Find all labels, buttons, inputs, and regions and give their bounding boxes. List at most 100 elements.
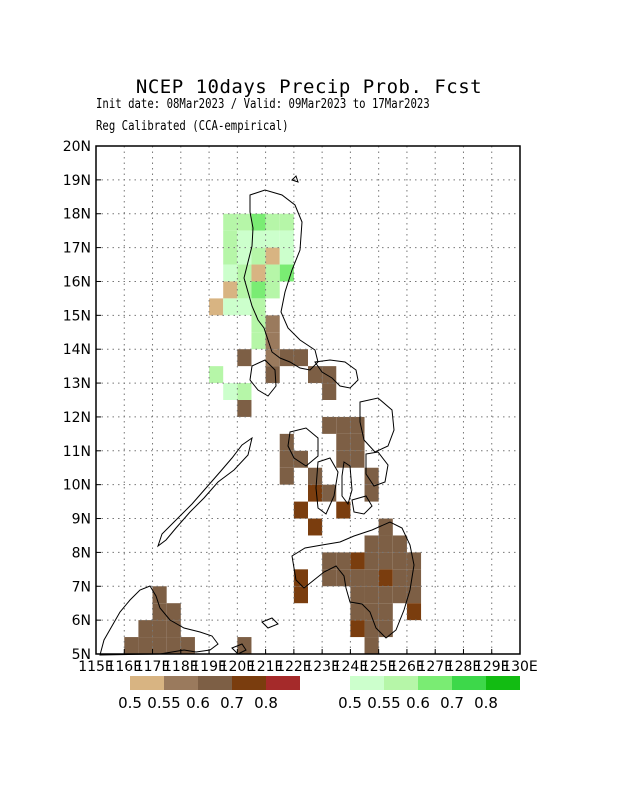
lon-tick-label: 130E [502, 659, 538, 675]
coastline [99, 175, 415, 656]
prob-cell [279, 433, 294, 451]
wet-legend-swatch [350, 676, 384, 690]
lat-tick-label: 18N [63, 207, 91, 223]
samar-coastline [359, 397, 395, 453]
map-frame [95, 145, 521, 655]
lat-tick-label: 16N [63, 274, 91, 290]
wet-legend-label: 0.7 [440, 694, 464, 712]
dry-legend-label: 0.55 [147, 694, 180, 712]
prob-cell [364, 569, 379, 587]
prob-cell [378, 586, 393, 604]
wet-legend-swatch [452, 676, 486, 690]
prob-cell [251, 264, 266, 282]
prob-cell [237, 349, 252, 367]
prob-cell [378, 518, 393, 536]
dry-legend-label: 0.8 [254, 694, 278, 712]
prob-cell [336, 416, 351, 434]
negros-coastline [315, 457, 339, 515]
batanes-coastline [291, 175, 299, 183]
dry-legend-swatch [130, 676, 164, 690]
prob-cell [364, 552, 379, 570]
prob-cell [209, 366, 224, 384]
latitude-labels: 5N 6N 7N 8N 9N 10N 11N 12N 13N 14N 15N 16N 17N 18N 19N… [63, 139, 101, 663]
prob-cell [237, 281, 252, 299]
prob-cell [293, 501, 308, 519]
prob-cell [251, 247, 266, 265]
prob-cell [364, 603, 379, 621]
dry-legend-swatch [266, 676, 300, 690]
lon-tick-label: 128E [446, 659, 482, 675]
leyte-coastline [365, 451, 389, 487]
prob-cell [322, 552, 337, 570]
prob-cell [308, 518, 323, 536]
prob-cell [293, 349, 308, 367]
wet-legend-label: 0.5 [338, 694, 362, 712]
dry-legend-label: 0.5 [118, 694, 142, 712]
lon-tick-label: 119E [191, 659, 227, 675]
lat-tick-label: 9N [72, 512, 91, 528]
dry-legend-swatch [198, 676, 232, 690]
prob-cell [209, 298, 224, 316]
prob-cell [279, 213, 294, 231]
prob-cell [364, 586, 379, 604]
luzon-coastline [243, 189, 319, 371]
prob-cell [406, 552, 422, 570]
lat-tick-label: 5N [72, 647, 91, 663]
lon-tick-label: 117E [135, 659, 171, 675]
prob-cell [279, 450, 294, 468]
bicol-coastline [314, 359, 359, 389]
probability-cells [124, 213, 422, 654]
prob-cell [350, 552, 365, 570]
prob-cell [336, 552, 351, 570]
wet-legend-swatch [384, 676, 418, 690]
lat-tick-label: 10N [63, 478, 91, 494]
prob-cell [223, 247, 238, 265]
prob-cell [265, 349, 280, 367]
prob-cell [350, 569, 365, 587]
prob-cell [223, 230, 238, 248]
lat-tick-label: 8N [72, 545, 91, 561]
prob-cell [308, 484, 323, 502]
prob-cell [392, 535, 407, 553]
prob-cell [392, 569, 407, 587]
lat-tick-label: 13N [63, 376, 91, 392]
lat-tick-label: 19N [63, 173, 91, 189]
lat-tick-label: 12N [63, 410, 91, 426]
prob-cell [364, 467, 379, 485]
prob-cell [308, 467, 323, 485]
borneo-coastline [99, 585, 219, 656]
dry-legend-swatch [164, 676, 198, 690]
map-title: NCEP 10days Precip Prob. Fcst [135, 76, 483, 98]
prob-cell [265, 366, 280, 384]
prob-cell [336, 501, 351, 519]
prob-cell [237, 213, 252, 231]
lon-tick-label: 122E [276, 659, 312, 675]
prob-cell [364, 535, 379, 553]
prob-cell [237, 637, 252, 654]
prob-cell [322, 569, 337, 587]
lon-tick-label: 126E [389, 659, 425, 675]
lat-tick-label: 20N [63, 139, 91, 155]
prob-cell [279, 230, 294, 248]
dry-legend-label: 0.6 [186, 694, 210, 712]
prob-cell [406, 569, 422, 587]
sulu-island-coastline [261, 617, 279, 629]
prob-cell [152, 620, 167, 638]
prob-cell [237, 400, 252, 417]
prob-cell [237, 298, 252, 316]
date-range-subtitle: Init date: 08Mar2023 / Valid: 09Mar2023 … [96, 97, 430, 112]
prob-cell [322, 383, 337, 400]
prob-cell [251, 315, 266, 333]
prob-cell [336, 433, 351, 451]
panay-coastline [287, 427, 319, 467]
wet-legend-label: 0.55 [367, 694, 400, 712]
prob-cell [152, 603, 167, 621]
prob-cell [124, 637, 139, 654]
lon-tick-label: 125E [361, 659, 397, 675]
prob-cell [265, 264, 280, 282]
prob-cell [406, 603, 422, 621]
prob-cell [265, 230, 280, 248]
prob-cell [251, 230, 266, 248]
prob-cell [152, 586, 167, 604]
